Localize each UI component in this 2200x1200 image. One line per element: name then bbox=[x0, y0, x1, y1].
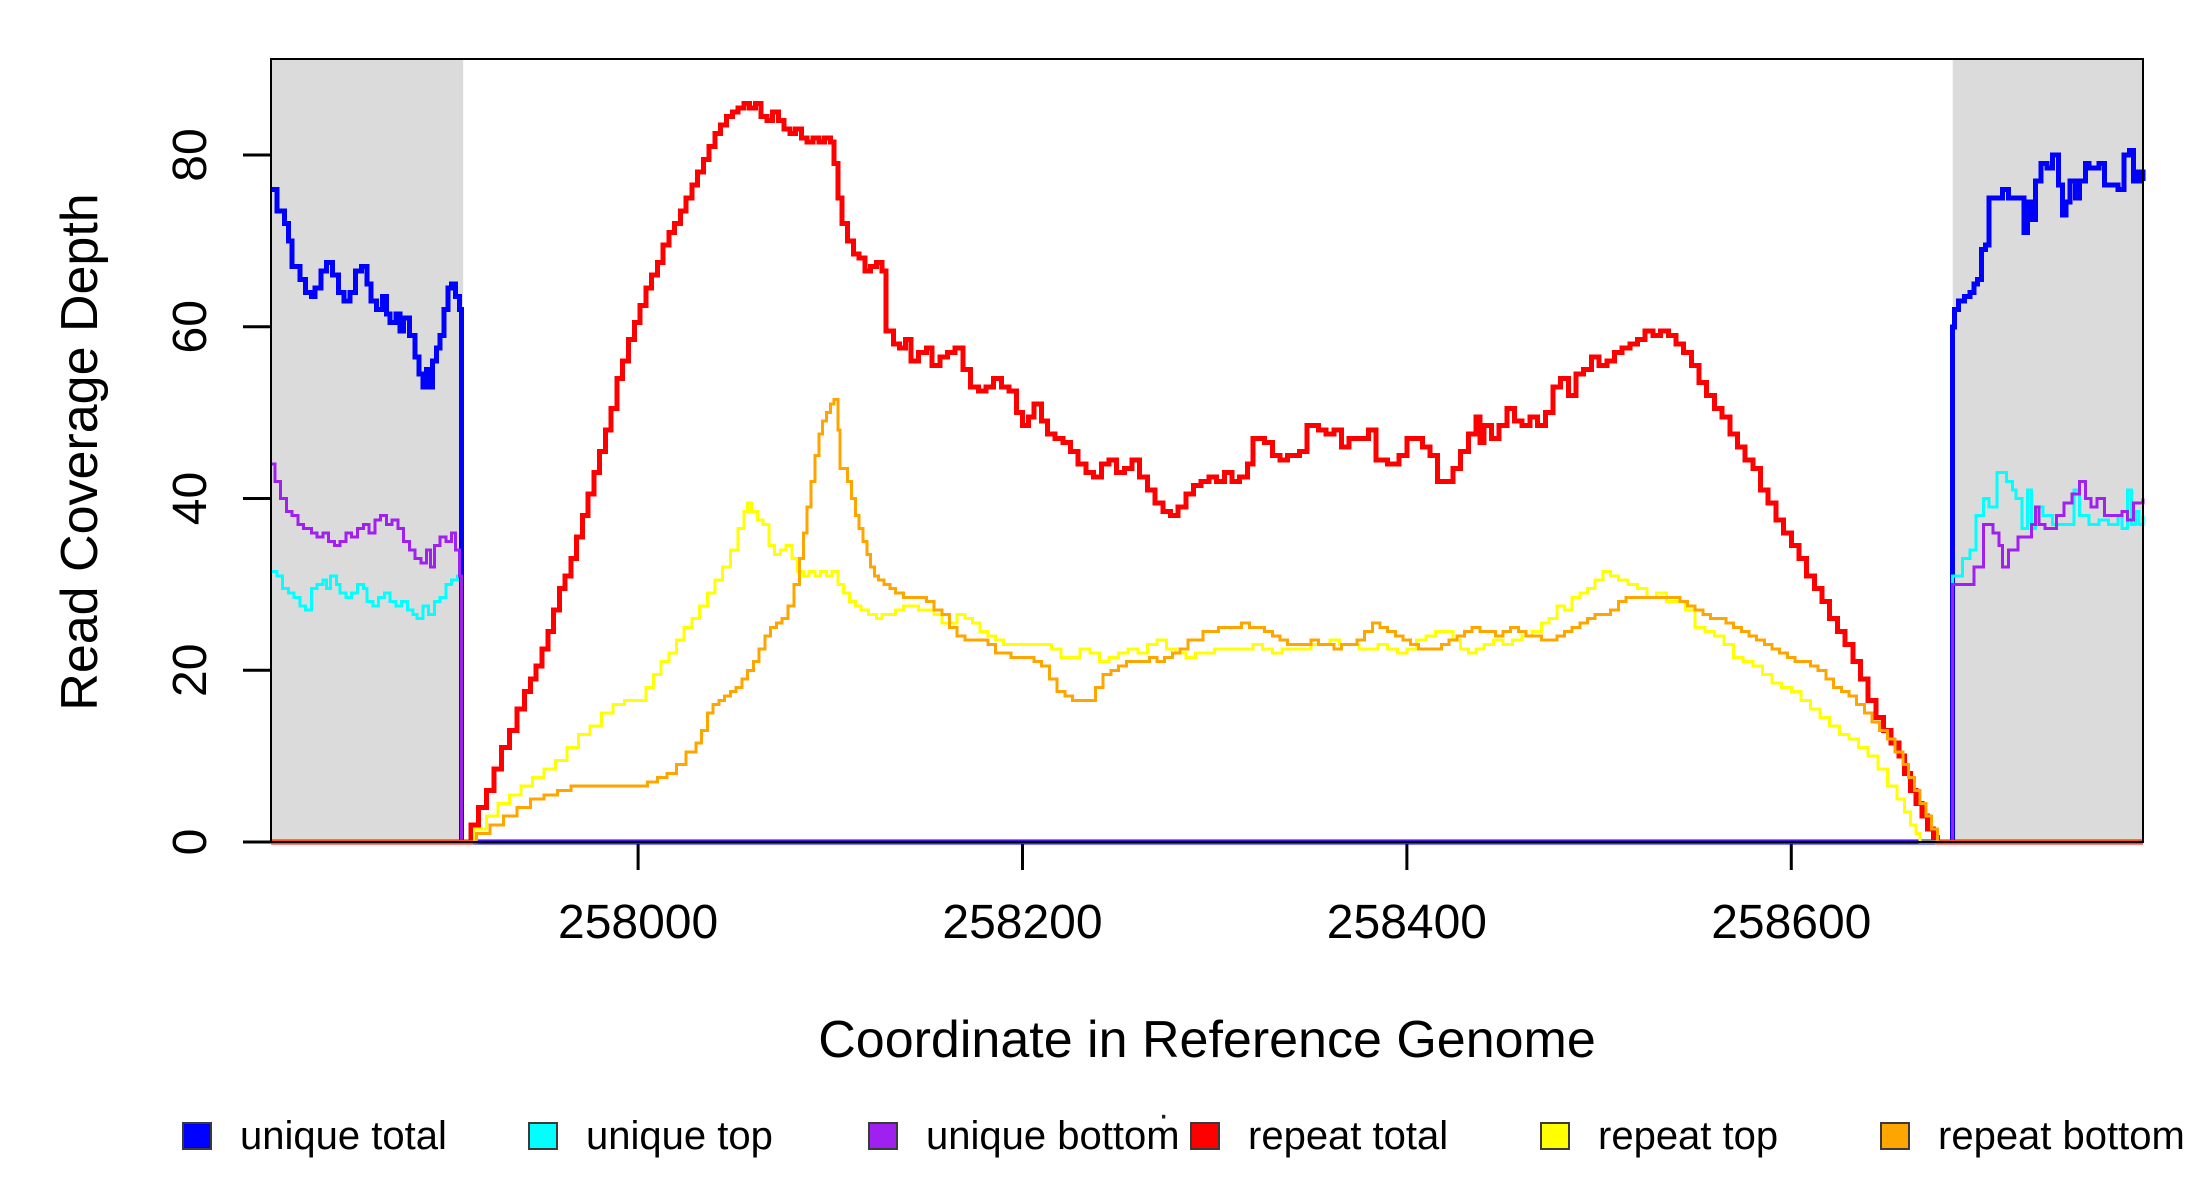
legend-item-unique-bottom: unique bottom bbox=[868, 1112, 1180, 1160]
plot-border bbox=[270, 58, 2144, 843]
y-tick-label: 60 bbox=[164, 300, 217, 353]
series-unique-top bbox=[271, 471, 2145, 844]
shaded-region-1 bbox=[1952, 59, 2143, 842]
series-group bbox=[271, 101, 2146, 845]
legend-label: repeat bottom bbox=[1938, 1113, 2185, 1158]
legend-label: unique total bbox=[240, 1113, 447, 1158]
stray-dot-artifact: · bbox=[1158, 1096, 1170, 1134]
legend-swatch-repeat-bottom bbox=[1880, 1122, 1910, 1150]
legend-label: unique top bbox=[586, 1113, 773, 1158]
y-axis-title: Read Coverage Depth bbox=[51, 193, 109, 711]
legend-swatch-unique-total bbox=[182, 1122, 212, 1150]
series-repeat-total bbox=[271, 101, 2143, 845]
y-tick-label: 0 bbox=[164, 829, 217, 856]
series-repeat-bottom bbox=[271, 398, 2143, 844]
series-unique-bottom bbox=[271, 462, 2145, 844]
legend-item-unique-total: unique total bbox=[182, 1112, 447, 1160]
legend-label: repeat total bbox=[1248, 1113, 1449, 1158]
legend-item-repeat-total: repeat total bbox=[1190, 1112, 1448, 1160]
y-tick-label: 80 bbox=[164, 128, 217, 181]
x-tick-label: 258600 bbox=[1711, 896, 1871, 949]
legend-label: repeat top bbox=[1598, 1113, 1779, 1158]
legend-swatch-unique-top bbox=[528, 1122, 558, 1150]
x-tick-label: 258000 bbox=[558, 896, 718, 949]
series-unique-total bbox=[271, 148, 2146, 845]
x-axis-title: Coordinate in Reference Genome bbox=[818, 1011, 1596, 1069]
y-tick-label: 20 bbox=[164, 644, 217, 697]
y-tick-label: 40 bbox=[164, 472, 217, 525]
x-tick-label: 258400 bbox=[1327, 896, 1487, 949]
x-tick-label: 258200 bbox=[942, 896, 1102, 949]
axis-tick-labels: 0 20 40 60 80 258000 258200 258400 258600 bbox=[164, 128, 1871, 949]
legend-label: unique bottom bbox=[926, 1113, 1180, 1158]
legend-swatch-repeat-top bbox=[1540, 1122, 1570, 1150]
legend-swatch-unique-bottom bbox=[868, 1122, 898, 1150]
legend-item-repeat-top: repeat top bbox=[1540, 1112, 1778, 1160]
legend-item-repeat-bottom: repeat bottom bbox=[1880, 1112, 2185, 1160]
legend-item-unique-top: unique top bbox=[528, 1112, 773, 1160]
series-repeat-top bbox=[271, 501, 2143, 844]
shaded-region-0 bbox=[271, 59, 464, 842]
axis-ticks bbox=[243, 153, 1793, 870]
legend-swatch-repeat-total bbox=[1190, 1122, 1220, 1150]
